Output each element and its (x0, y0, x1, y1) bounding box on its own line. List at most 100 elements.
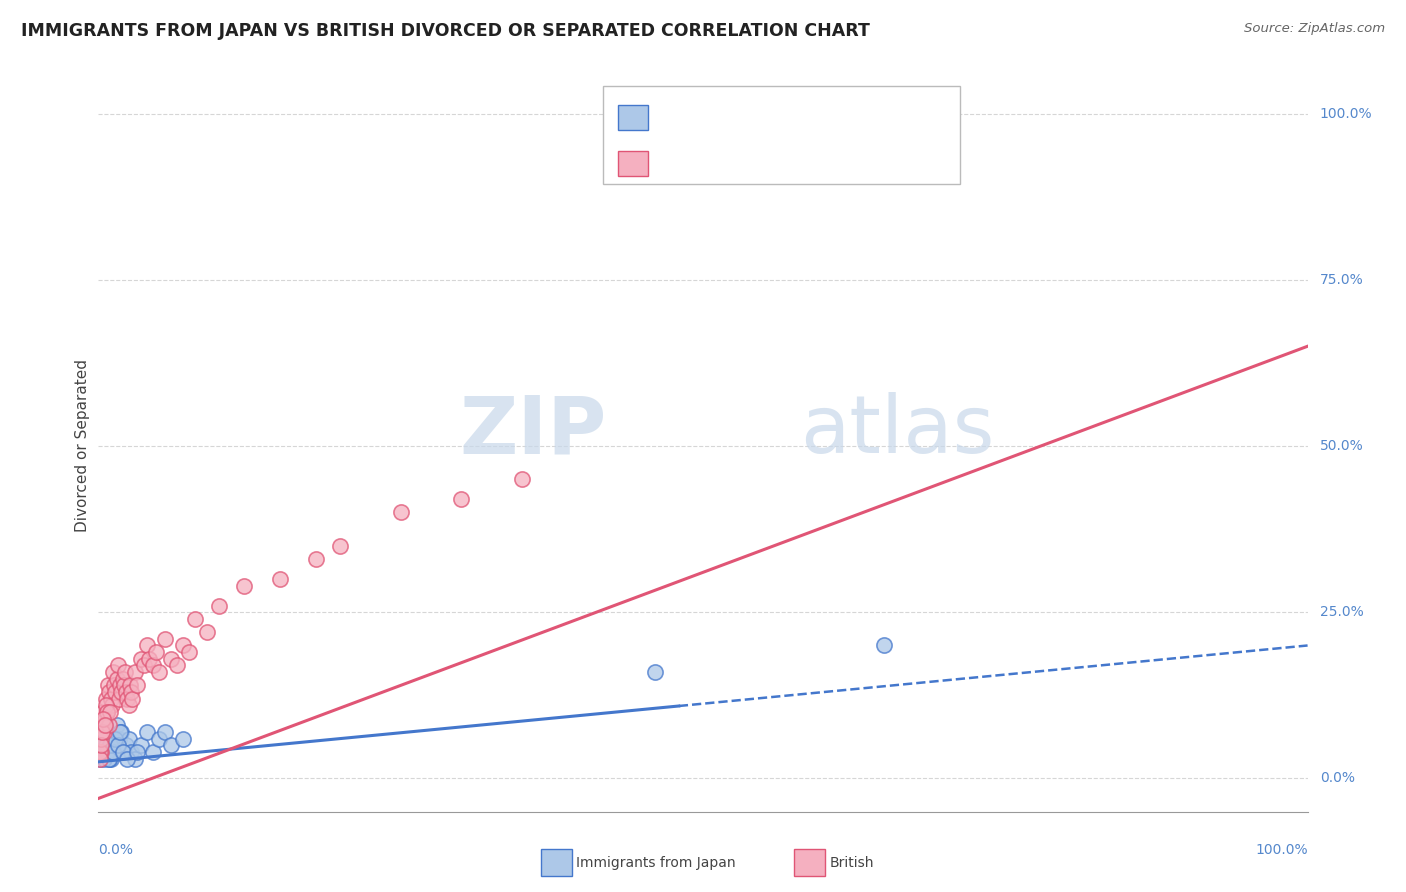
Point (107, 738, 129, 752)
Text: Source: ZipAtlas.com: Source: ZipAtlas.com (1244, 22, 1385, 36)
Point (97, 678, 120, 692)
Point (120, 685, 142, 699)
Point (105, 672, 128, 686)
Point (108, 691, 131, 706)
Point (114, 665, 136, 679)
Point (105, 718, 128, 732)
Point (100, 698, 122, 713)
Point (873, 639, 896, 653)
Point (134, 658, 156, 673)
Point (89, 745, 111, 759)
Point (89, 751, 111, 765)
Point (160, 652, 183, 666)
Text: 0.0%: 0.0% (98, 843, 134, 857)
Point (195, 625, 218, 640)
Point (135, 725, 157, 739)
Point (117, 691, 139, 706)
Point (108, 678, 131, 692)
Point (104, 685, 127, 699)
Text: 75.0%: 75.0% (1320, 273, 1364, 286)
Point (93, 718, 115, 732)
Point (96, 705, 118, 719)
Text: IMMIGRANTS FROM JAPAN VS BRITISH DIVORCED OR SEPARATED CORRELATION CHART: IMMIGRANTS FROM JAPAN VS BRITISH DIVORCE… (21, 22, 870, 40)
Point (179, 645, 201, 659)
Point (118, 678, 141, 692)
Point (90, 731, 112, 746)
Point (172, 639, 194, 653)
Point (112, 745, 135, 759)
Y-axis label: Divorced or Separated: Divorced or Separated (75, 359, 90, 533)
Point (120, 745, 142, 759)
Point (94, 691, 117, 706)
Text: Immigrants from Japan: Immigrants from Japan (576, 855, 737, 870)
Point (510, 472, 533, 486)
Point (129, 738, 152, 752)
Point (94, 725, 117, 739)
Point (97, 751, 120, 765)
Point (100, 751, 122, 765)
Point (104, 731, 127, 746)
Point (450, 492, 472, 507)
Point (93, 751, 115, 765)
Point (153, 632, 176, 646)
Point (172, 731, 194, 746)
Point (98, 751, 121, 765)
Point (166, 658, 188, 673)
Point (118, 698, 141, 713)
Point (100, 691, 122, 706)
Text: R =  0.136   N = 44: R = 0.136 N = 44 (659, 111, 831, 126)
Point (91, 738, 114, 752)
Point (142, 658, 165, 673)
Point (115, 685, 138, 699)
Point (89, 751, 111, 765)
Point (153, 725, 176, 739)
Point (111, 672, 134, 686)
Point (97, 738, 120, 752)
Point (94, 745, 117, 759)
Point (329, 539, 352, 553)
Point (269, 572, 291, 586)
Point (103, 738, 125, 752)
Point (91, 718, 114, 732)
Point (118, 731, 141, 746)
Point (184, 612, 207, 626)
Point (91, 705, 114, 719)
Point (108, 731, 131, 746)
Point (127, 745, 149, 759)
Point (135, 639, 157, 653)
Point (107, 658, 129, 673)
Point (112, 678, 135, 692)
Point (93, 725, 115, 739)
Text: ZIP: ZIP (458, 392, 606, 470)
Point (124, 665, 146, 679)
Point (93, 712, 115, 726)
Point (127, 678, 149, 692)
Point (96, 745, 118, 759)
Point (96, 745, 118, 759)
Point (101, 665, 124, 679)
Point (101, 745, 124, 759)
Point (96, 698, 118, 713)
Point (90, 731, 112, 746)
Point (108, 725, 131, 739)
Point (644, 665, 666, 679)
Point (90, 745, 112, 759)
Point (98, 738, 121, 752)
Point (96, 705, 118, 719)
Point (100, 731, 122, 746)
Point (160, 738, 183, 752)
Point (93, 718, 115, 732)
Point (91, 738, 114, 752)
Point (129, 652, 152, 666)
Text: 50.0%: 50.0% (1320, 439, 1364, 453)
Point (148, 731, 170, 746)
Point (96, 738, 118, 752)
Point (93, 718, 115, 732)
Point (97, 718, 120, 732)
Point (389, 506, 412, 520)
Point (111, 745, 134, 759)
Text: 25.0%: 25.0% (1320, 606, 1364, 619)
Point (145, 645, 167, 659)
Text: 100.0%: 100.0% (1256, 843, 1308, 857)
Point (91, 725, 114, 739)
